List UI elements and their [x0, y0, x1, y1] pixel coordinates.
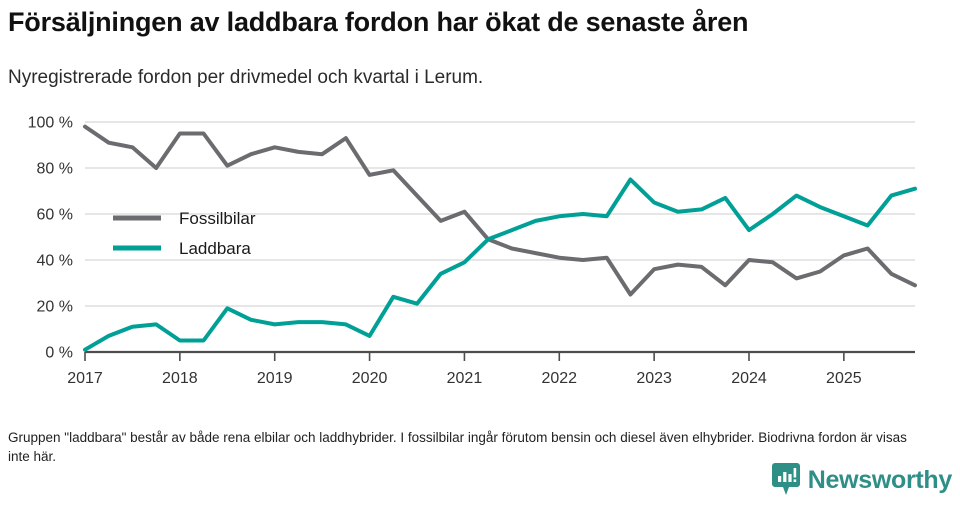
chart-legend: Fossilbilar Laddbara	[113, 209, 256, 258]
x-axis-tick-label: 2018	[162, 370, 198, 387]
x-axis-tick-label: 2024	[731, 370, 767, 387]
x-axis-tick-label: 2019	[257, 370, 293, 387]
x-axis-tick-label: 2022	[541, 370, 577, 387]
chart-series-lines	[83, 124, 917, 352]
legend-label-fossilbilar: Fossilbilar	[179, 209, 256, 228]
series-line-laddbara	[83, 177, 917, 352]
x-axis-tick-label: 2025	[826, 370, 862, 387]
brand-name: Newsworthy	[807, 466, 953, 494]
chart-subtitle: Nyregistrerade fordon per drivmedel och …	[8, 67, 484, 88]
legend-label-laddbara: Laddbara	[179, 239, 251, 258]
y-axis-tick-labels: 0 % 20 % 40 % 60 % 80 % 100 %	[28, 115, 73, 362]
y-axis-tick-label: 100 %	[28, 115, 73, 132]
x-axis-tick-label: 2021	[447, 370, 483, 387]
series-line-fossilbilar	[83, 124, 917, 297]
y-axis-tick-label: 80 %	[37, 161, 73, 178]
x-axis-tick-label: 2017	[67, 370, 103, 387]
chart-plot-area: 0 % 20 % 40 % 60 % 80 % 100 % 2017 2018 2019 202…	[0, 105, 960, 395]
chart-footnote: Gruppen "laddbara" består av både rena e…	[8, 430, 907, 464]
x-axis-tick-label: 2020	[352, 370, 388, 387]
y-axis-tick-label: 40 %	[37, 253, 73, 270]
y-axis-tick-label: 0 %	[45, 345, 73, 362]
chart-gridlines	[85, 121, 915, 307]
x-axis-ticks	[84, 352, 845, 361]
x-axis-tick-labels: 2017 2018 2019 2020 2021 2022 2023 2024 2025	[67, 370, 862, 387]
brand-logo: Newsworthy	[771, 463, 953, 497]
y-axis-tick-label: 20 %	[37, 299, 73, 316]
page-title: Försäljningen av laddbara fordon har öka…	[8, 7, 749, 37]
x-axis-tick-label: 2023	[636, 370, 672, 387]
y-axis-tick-label: 60 %	[37, 207, 73, 224]
bar-chart-pin-icon	[771, 463, 800, 495]
line-chart-svg: 0 % 20 % 40 % 60 % 80 % 100 % 2017 2018 2019 202…	[28, 115, 917, 387]
